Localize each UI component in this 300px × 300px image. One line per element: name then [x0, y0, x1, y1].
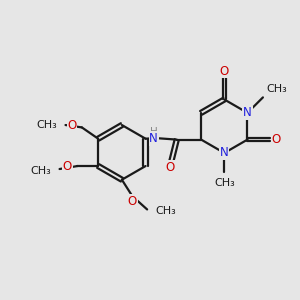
- Text: O: O: [165, 161, 175, 174]
- Text: CH₃: CH₃: [36, 120, 57, 130]
- Text: H: H: [150, 127, 158, 136]
- Text: O: O: [128, 195, 137, 208]
- Text: O: O: [220, 65, 229, 78]
- Text: CH₃: CH₃: [214, 178, 235, 188]
- Text: O: O: [63, 160, 72, 172]
- Text: N: N: [149, 132, 158, 145]
- Text: N: N: [220, 146, 229, 160]
- Text: O: O: [67, 119, 76, 132]
- Text: O: O: [272, 133, 281, 146]
- Text: N: N: [243, 106, 252, 119]
- Text: CH₃: CH₃: [266, 84, 287, 94]
- Text: CH₃: CH₃: [155, 206, 176, 216]
- Text: CH₃: CH₃: [30, 166, 51, 176]
